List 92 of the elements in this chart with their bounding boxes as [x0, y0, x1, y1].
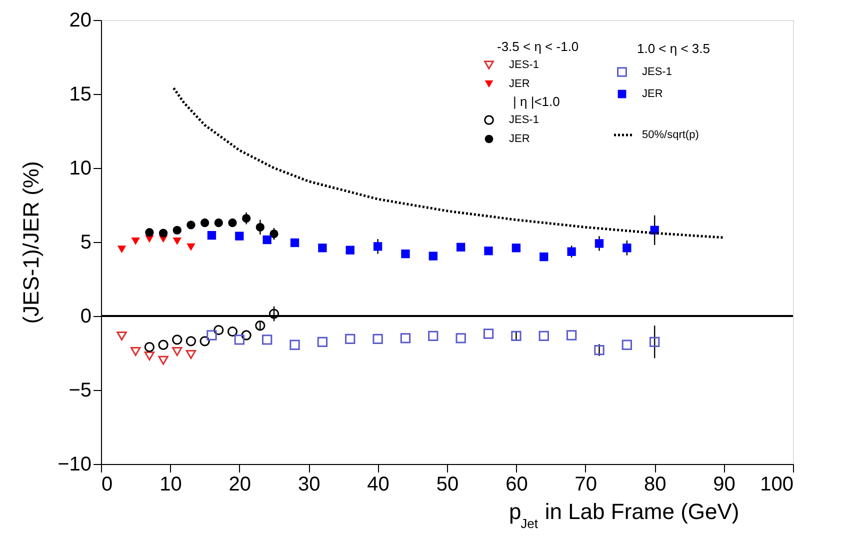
point: [228, 218, 237, 228]
annotation: 1.0 < η < 3.5: [637, 41, 710, 56]
point: [186, 220, 196, 230]
y-tick-label: −5: [68, 380, 92, 402]
point: [116, 331, 127, 340]
point: [117, 246, 126, 254]
point: [172, 334, 182, 345]
point: [158, 340, 168, 350]
point: [186, 243, 196, 251]
point: [290, 238, 300, 248]
point: [372, 334, 383, 344]
x-tick-label: 60: [506, 474, 528, 496]
point: [317, 336, 328, 347]
point: [484, 246, 493, 256]
point: [172, 238, 182, 246]
point: [456, 333, 466, 344]
point: [158, 356, 168, 365]
point: [144, 342, 155, 352]
point: [255, 320, 266, 331]
point: [172, 226, 182, 234]
point: [594, 344, 604, 356]
point: [538, 330, 549, 342]
point: [511, 330, 522, 342]
point: [456, 242, 466, 252]
point: [235, 232, 244, 240]
legend-label: 50%/sqrt(p): [642, 129, 699, 141]
legend-label: JES-1: [642, 66, 672, 78]
y-tick-label: −10: [58, 454, 92, 476]
point: [622, 340, 632, 350]
point: [207, 231, 216, 240]
legend-label: JER: [509, 133, 530, 145]
annotation: -3.5 < η < -1.0: [497, 39, 579, 54]
point: [400, 333, 411, 344]
point: [345, 334, 356, 344]
point: [214, 324, 224, 336]
legend-label: JER: [509, 78, 530, 90]
x-tick-label: 10: [160, 474, 182, 496]
point: [622, 244, 632, 252]
y-tick-label: 0: [80, 306, 92, 328]
annotation: | η |<1.0: [513, 94, 560, 109]
point: [346, 246, 354, 254]
point: [373, 242, 382, 251]
y-tick-label: 15: [69, 84, 92, 106]
x-tick-label: 70: [574, 474, 598, 496]
x-tick-label: 80: [644, 474, 666, 496]
y-tick-label: 5: [80, 232, 92, 254]
point: [234, 334, 244, 345]
y-tick-label: 10: [69, 158, 92, 180]
point: [650, 336, 660, 347]
point: [318, 244, 327, 252]
point: [158, 228, 168, 238]
point: [242, 214, 251, 223]
legend-label: JES-1: [509, 59, 539, 71]
point: [262, 334, 272, 345]
legend-label: JES-1: [509, 114, 539, 126]
x-tick-label: 30: [298, 474, 320, 496]
point: [512, 244, 521, 252]
point: [131, 238, 140, 246]
point: [401, 250, 410, 258]
x-tick-label: 20: [228, 474, 252, 496]
x-tick-label: 90: [713, 474, 736, 496]
point: [594, 239, 604, 248]
legend-label: JER: [642, 88, 663, 100]
y-axis-title: (JES-1)/JER (%): [18, 161, 44, 324]
x-tick-label: 100: [760, 474, 794, 496]
point: [172, 347, 182, 356]
x-tick-label: 0: [102, 474, 113, 496]
point: [290, 340, 300, 350]
point: [186, 350, 196, 359]
point: [144, 351, 155, 360]
point: [428, 252, 438, 260]
point: [567, 247, 576, 256]
point: [270, 230, 278, 238]
point: [566, 330, 577, 340]
point: [262, 235, 272, 244]
point: [227, 326, 238, 337]
point: [200, 336, 210, 346]
y-tick-label: 20: [69, 10, 92, 32]
point: [483, 328, 494, 339]
point: [206, 330, 217, 340]
point: [268, 308, 280, 319]
point: [540, 252, 548, 262]
point: [200, 218, 210, 228]
point: [130, 347, 141, 356]
point: [428, 330, 438, 342]
point: [186, 336, 196, 346]
point: [214, 218, 223, 228]
point: [256, 222, 264, 232]
point: [241, 330, 252, 340]
x-tick-label: 40: [367, 474, 390, 496]
x-tick-label: 50: [436, 474, 459, 496]
point: [145, 228, 154, 237]
